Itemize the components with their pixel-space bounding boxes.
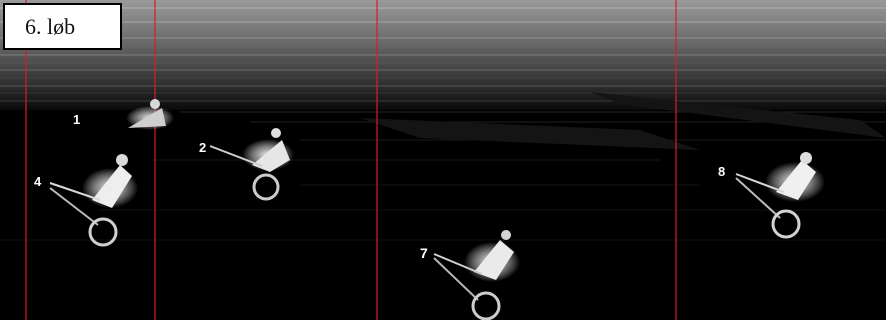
saddle-number-4: 4 [34,174,42,189]
saddle-number-1: 1 [73,112,80,127]
shadows [360,92,886,150]
saddle-number-8: 8 [718,164,725,179]
horse-8: 8 [718,152,825,239]
saddle-number-7: 7 [420,245,428,261]
saddle-number-2: 2 [199,140,206,155]
horse-1: 1 [73,99,174,130]
finish-lines [25,0,677,320]
streak-lines [0,7,886,241]
race-label: 6. løb [3,3,122,50]
horse-7: 7 [420,230,520,320]
race-label-text: 6. løb [25,13,76,39]
horse-4: 4 [34,154,138,247]
horse-2: 2 [199,128,294,201]
